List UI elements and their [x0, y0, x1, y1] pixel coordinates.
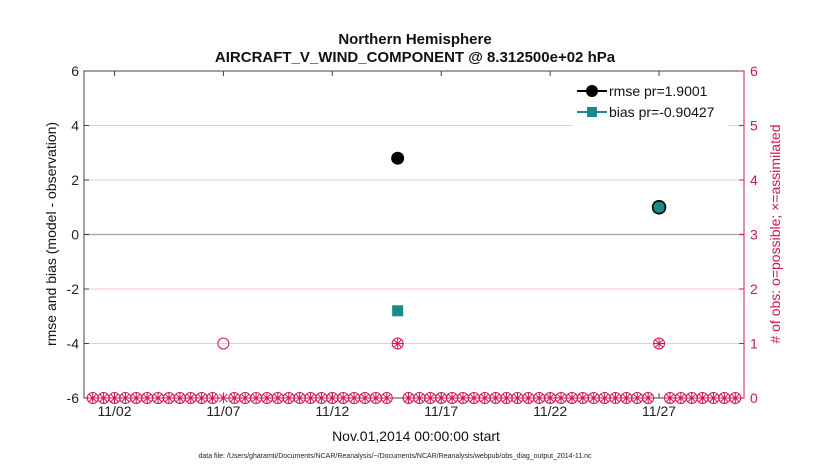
obs-count-marks	[86, 337, 742, 404]
y-tick-label: -2	[67, 281, 80, 297]
x-axis-label: Nov.01,2014 00:00:00 start	[332, 428, 500, 444]
x-tick-label: 11/22	[533, 403, 567, 419]
x-tick-label: 11/07	[206, 403, 240, 419]
y-right-tick-label: 1	[750, 336, 758, 352]
y-right-tick-label: 3	[750, 227, 758, 243]
y-tick-label: 0	[71, 227, 79, 243]
x-tick-label: 11/02	[97, 403, 131, 419]
y-right-tick-label: 2	[750, 281, 758, 297]
obs-possible-marker	[217, 337, 230, 350]
x-tick-label: 11/17	[424, 403, 458, 419]
legend: rmse pr=1.9001 bias pr=-0.90427	[573, 80, 729, 126]
x-tick-label: 11/12	[315, 403, 349, 419]
bias-point	[653, 201, 665, 213]
rmse-point	[391, 151, 405, 165]
y-axis-label: rmse and bias (model - observation)	[43, 122, 59, 346]
y-right-tick-label: 5	[750, 118, 758, 134]
y-tick-label: -4	[67, 336, 80, 352]
y-tick-label: -6	[67, 390, 80, 406]
y-axis-left: -6 -4 -2 0 2 4 6	[67, 63, 89, 406]
y-right-tick-label: 0	[750, 390, 758, 406]
y-axis-right-label: # of obs: o=possible; ×=assimilated	[767, 124, 783, 343]
series-marks	[391, 151, 667, 317]
chart-subtitle: AIRCRAFT_V_WIND_COMPONENT @ 8.312500e+02…	[215, 49, 616, 66]
y-tick-label: 2	[71, 172, 79, 188]
bias-point	[392, 305, 404, 317]
x-tick-label: 11/27	[642, 403, 676, 419]
legend-rmse-label: rmse pr=1.9001	[609, 83, 708, 99]
y-tick-label: 6	[71, 63, 79, 79]
rmse-point-outline	[651, 200, 667, 215]
legend-box	[573, 80, 729, 126]
legend-bias-marker	[587, 107, 597, 117]
legend-rmse-marker	[586, 85, 598, 97]
y-axis-right: 0 1 2 3 4 5 6	[739, 63, 758, 406]
chart-title: Northern Hemisphere	[338, 31, 491, 48]
y-right-tick-label: 4	[750, 172, 758, 188]
data-file-footer: data file: /Users/gharamti/Documents/NCA…	[198, 453, 592, 460]
y-tick-label: 4	[71, 118, 79, 134]
y-right-tick-label: 6	[750, 63, 758, 79]
x-axis: 11/02 11/07 11/12 11/17 11/22 11/27	[97, 71, 676, 419]
legend-bias-label: bias pr=-0.90427	[609, 104, 715, 120]
